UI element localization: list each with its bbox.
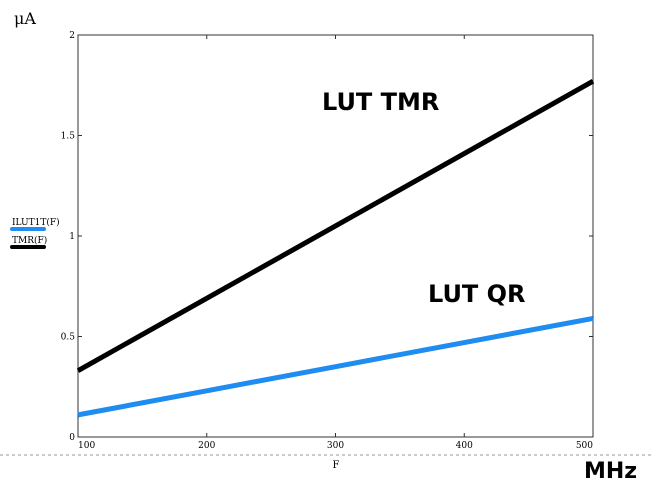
y-tick-label: 1 (69, 232, 75, 242)
y-tick-label: 1.5 (61, 132, 76, 142)
x-tick-label: 400 (456, 441, 473, 451)
series-line-ilut1tf (77, 315, 594, 418)
annotation-lut-qr: LUT QR (428, 280, 526, 308)
x-axis-label: F (333, 460, 340, 471)
y-tick-label: 0 (69, 433, 75, 443)
y-tick-label: 0.5 (61, 333, 76, 343)
annotation-lut-tmr: LUT TMR (322, 88, 439, 116)
x-tick-label: 200 (198, 441, 215, 451)
y-tick-label: 2 (69, 31, 75, 41)
x-tick-label: 500 (576, 441, 593, 451)
series-line-tmrf (76, 79, 595, 373)
legend-label: ILUT1T(F) (12, 217, 60, 228)
y-axis-label: μA (14, 9, 36, 28)
x-tick-label: 300 (327, 441, 344, 451)
legend-label: TMR(F) (12, 235, 47, 246)
x-unit-label: MHz (584, 459, 637, 484)
x-tick-label: 100 (78, 441, 95, 451)
